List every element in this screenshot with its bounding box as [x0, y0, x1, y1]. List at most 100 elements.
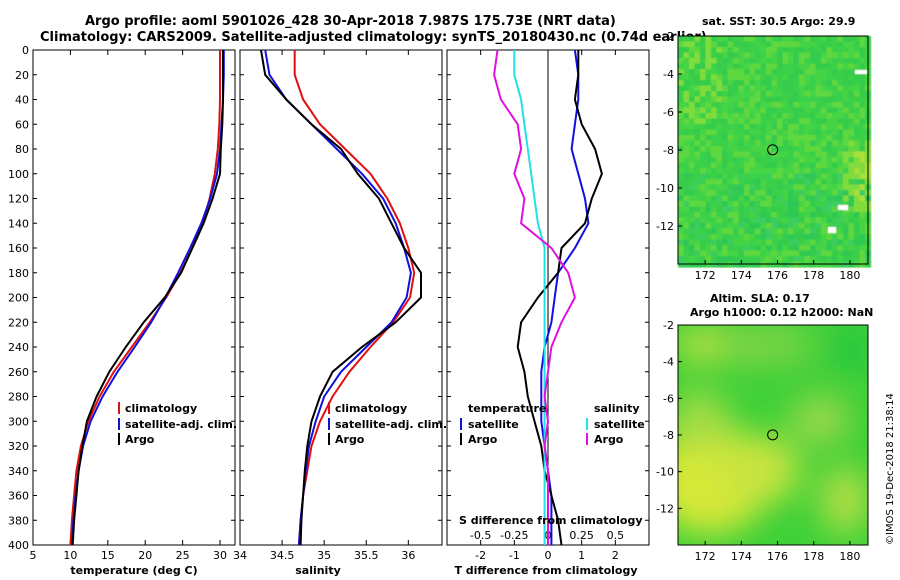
sst-map-xtick-label: 174	[731, 269, 752, 282]
sst-map-ytick-label: -4	[663, 68, 674, 81]
difference-legend-temperature: temperature satellite Argo	[460, 402, 546, 446]
argo-position-marker-sst	[767, 144, 779, 156]
depth-tick-label: 20	[15, 69, 29, 82]
legend-s-argo-label: Argo	[594, 433, 624, 446]
difference-legend-salinity: salinity satellite Argo	[586, 402, 645, 446]
depth-tick-label: 320	[8, 440, 29, 453]
difference-series-s-satellite	[513, 50, 546, 545]
temperature-xtick-label: 25	[176, 549, 190, 562]
salinity-xlabel: salinity	[295, 564, 341, 577]
difference-xtick-label: 2	[612, 549, 619, 562]
sst-map-ytick-label: -8	[663, 144, 674, 157]
depth-tick-label: 60	[15, 118, 29, 131]
s-difference-tick-label: -0.5	[470, 529, 491, 542]
legend-s-satellite-label: satellite	[594, 418, 645, 431]
argo-position-marker-sla	[767, 429, 779, 441]
watermark: ©IMOS 19-Dec-2018 21:38:14	[885, 393, 896, 545]
salinity-xtick-label: 36	[401, 549, 415, 562]
legend-satellite-label: satellite-adj. clim.	[125, 418, 237, 431]
sst-map-ytick-label: -12	[656, 220, 674, 233]
s-difference-axis-label: S difference from climatology	[459, 514, 643, 527]
legend-temperature-title: temperature	[468, 402, 546, 415]
temperature-xlabel: temperature (deg C)	[70, 564, 197, 577]
legend-t-argo-label: Argo	[468, 433, 498, 446]
depth-tick-label: 140	[8, 217, 29, 230]
difference-series-t-argo	[516, 50, 603, 546]
sst-map-ytick-label: -6	[663, 106, 674, 119]
temperature-chart: 5 10 15 20 25 3002040608010012014016018020022…	[8, 44, 235, 562]
depth-tick-label: 340	[8, 465, 29, 478]
depth-tick-label: 180	[8, 267, 29, 280]
temperature-legend: climatology satellite-adj. clim. Argo	[118, 402, 237, 446]
salinity-xtick-label: 35	[317, 549, 331, 562]
sst-map-xtick-label: 180	[839, 269, 860, 282]
sla-map-xtick-label: 180	[839, 550, 860, 563]
difference-xlabel: T difference from climatology	[454, 564, 637, 577]
salinity-chart: 34 34.5 35 35.5 36	[233, 49, 442, 562]
difference-xtick-label: -1	[509, 549, 520, 562]
depth-tick-label: 80	[15, 143, 29, 156]
sla-map-ytick-label: -8	[663, 429, 674, 442]
temperature-xtick-label: 15	[101, 549, 115, 562]
legend-argo-label: Argo	[125, 433, 155, 446]
salinity-xtick-label: 34.5	[270, 549, 295, 562]
s-difference-tick-label: 0.5	[607, 529, 625, 542]
sla-map-ytick-label: -12	[656, 502, 674, 515]
sst-map-xtick-label: 172	[695, 269, 716, 282]
legend-satellite-label: satellite-adj. clim.	[335, 418, 447, 431]
salinity-series-argo	[260, 49, 422, 546]
temperature-series-argo	[71, 50, 224, 546]
s-difference-tick-label: -0.25	[500, 529, 528, 542]
sst-map-xtick-label: 176	[767, 269, 788, 282]
title-line-1: Argo profile: aoml 5901026_428 30-Apr-20…	[85, 14, 616, 29]
difference-series-s-argo	[493, 49, 576, 545]
depth-tick-label: 200	[8, 292, 29, 305]
sla-map-subtitle: Argo h1000: 0.12 h2000: NaN	[690, 306, 873, 319]
temperature-xtick-label: 20	[138, 549, 152, 562]
depth-tick-label: 220	[8, 316, 29, 329]
depth-tick-label: 240	[8, 341, 29, 354]
sla-map-ytick-label: -2	[663, 319, 674, 332]
depth-tick-label: 260	[8, 366, 29, 379]
sla-map-xtick-label: 178	[803, 550, 824, 563]
sla-map-ytick-label: -6	[663, 392, 674, 405]
sla-map-title: Altim. SLA: 0.17	[710, 292, 810, 305]
salinity-panel	[239, 49, 443, 546]
salinity-legend: climatology satellite-adj. clim. Argo	[328, 402, 447, 446]
depth-tick-label: 40	[15, 94, 29, 107]
depth-tick-label: 380	[8, 514, 29, 527]
depth-tick-label: 280	[8, 391, 29, 404]
s-difference-tick-label: 0.25	[569, 529, 594, 542]
temperature-panel	[32, 49, 236, 546]
sla-map-xtick-label: 176	[767, 550, 788, 563]
depth-tick-label: 100	[8, 168, 29, 181]
sst-map-ytick-label: -2	[663, 30, 674, 43]
temperature-xtick-label: 5	[30, 549, 37, 562]
sla-map-xtick-label: 174	[731, 550, 752, 563]
title-line-2: Climatology: CARS2009. Satellite-adjuste…	[40, 30, 707, 45]
sla-map: 172 174 176 178 180 -2 -4 -6 -8 -10 -12	[656, 319, 869, 563]
legend-argo-label: Argo	[335, 433, 365, 446]
legend-climatology-label: climatology	[335, 402, 407, 415]
salinity-xtick-label: 34	[233, 549, 247, 562]
depth-tick-label: 300	[8, 415, 29, 428]
sst-map: 172 174 176 178 180 -2 -4 -6 -8 -10 -12	[656, 30, 872, 282]
depth-tick-label: 160	[8, 242, 29, 255]
salinity-series-climatology	[293, 50, 416, 546]
difference-chart: -2 -1 0 1 2-0.5 -0.25 0 0.25 0.5	[447, 49, 649, 562]
sst-map-ytick-label: -10	[656, 182, 674, 195]
temperature-xtick-label: 30	[213, 549, 227, 562]
sla-map-ytick-label: -10	[656, 466, 674, 479]
depth-tick-label: 400	[8, 539, 29, 552]
legend-t-satellite-label: satellite	[468, 418, 519, 431]
sla-map-xtick-label: 172	[695, 550, 716, 563]
difference-xtick-label: -2	[475, 549, 486, 562]
legend-climatology-label: climatology	[125, 402, 197, 415]
sst-map-title: sat. SST: 30.5 Argo: 29.9	[702, 15, 855, 28]
temperature-xtick-label: 10	[63, 549, 77, 562]
difference-xtick-label: 1	[578, 549, 585, 562]
depth-tick-label: 360	[8, 490, 29, 503]
legend-salinity-title: salinity	[594, 402, 640, 415]
depth-tick-label: 0	[22, 44, 29, 57]
